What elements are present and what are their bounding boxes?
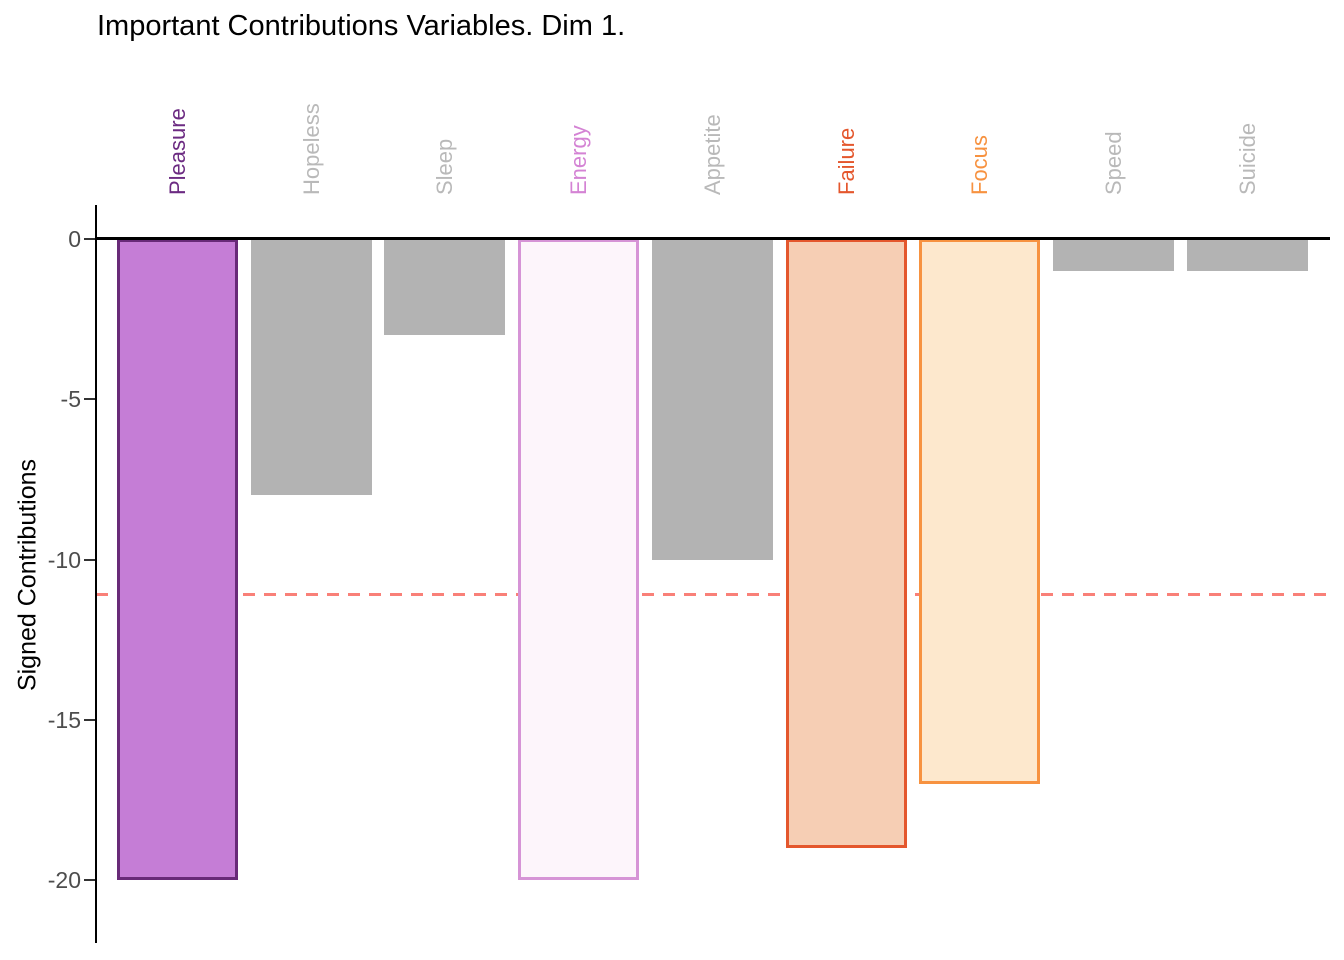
bar-hopeless (251, 239, 372, 495)
threshold-line (96, 593, 1330, 596)
column-label-appetite: Appetite (700, 114, 725, 195)
y-tick-label: -10 (47, 547, 81, 573)
bar-appetite (652, 239, 773, 560)
x-zero-line (96, 237, 1330, 240)
y-tick-label: -5 (60, 386, 81, 412)
column-label-suicide: Suicide (1235, 122, 1260, 195)
y-tick-mark (84, 559, 96, 561)
y-tick-mark (84, 398, 96, 400)
y-axis-label: Signed Contributions (13, 458, 42, 692)
bar-failure (786, 239, 907, 848)
column-label-sleep: Sleep (432, 138, 457, 195)
column-label-pleasure: Pleasure (165, 108, 190, 195)
column-label-energy: Energy (566, 125, 591, 195)
bar-focus (919, 239, 1040, 784)
y-tick-label: 0 (68, 226, 81, 252)
column-label-speed: Speed (1101, 131, 1126, 195)
y-axis-line (95, 205, 97, 943)
bar-speed (1053, 239, 1174, 271)
y-tick-mark (84, 238, 96, 240)
chart-title: Important Contributions Variables. Dim 1… (97, 10, 626, 42)
y-tick-label: -20 (47, 867, 81, 893)
bar-suicide (1187, 239, 1308, 271)
bar-sleep (384, 239, 505, 335)
column-label-failure: Failure (834, 127, 859, 195)
y-tick-mark (84, 879, 96, 881)
column-label-hopeless: Hopeless (299, 103, 324, 195)
column-label-focus: Focus (967, 135, 992, 195)
bar-energy (518, 239, 639, 880)
y-tick-label: -15 (47, 707, 81, 733)
y-tick-mark (84, 719, 96, 721)
bar-pleasure (117, 239, 238, 880)
